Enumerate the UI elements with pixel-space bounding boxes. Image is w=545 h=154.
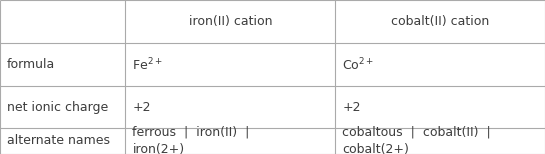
Text: net ionic charge: net ionic charge (7, 101, 108, 113)
Text: iron(II) cation: iron(II) cation (189, 15, 272, 28)
Text: Co$^{2+}$: Co$^{2+}$ (342, 56, 374, 73)
Text: alternate names: alternate names (7, 134, 110, 147)
Text: cobaltous  |  cobalt(II)  |
cobalt(2+): cobaltous | cobalt(II) | cobalt(2+) (342, 125, 491, 154)
Text: +2: +2 (132, 101, 151, 113)
Text: ferrous  |  iron(II)  |
iron(2+): ferrous | iron(II) | iron(2+) (132, 125, 250, 154)
Text: formula: formula (7, 58, 56, 71)
Text: Fe$^{2+}$: Fe$^{2+}$ (132, 56, 163, 73)
Text: +2: +2 (342, 101, 361, 113)
Text: cobalt(II) cation: cobalt(II) cation (391, 15, 489, 28)
